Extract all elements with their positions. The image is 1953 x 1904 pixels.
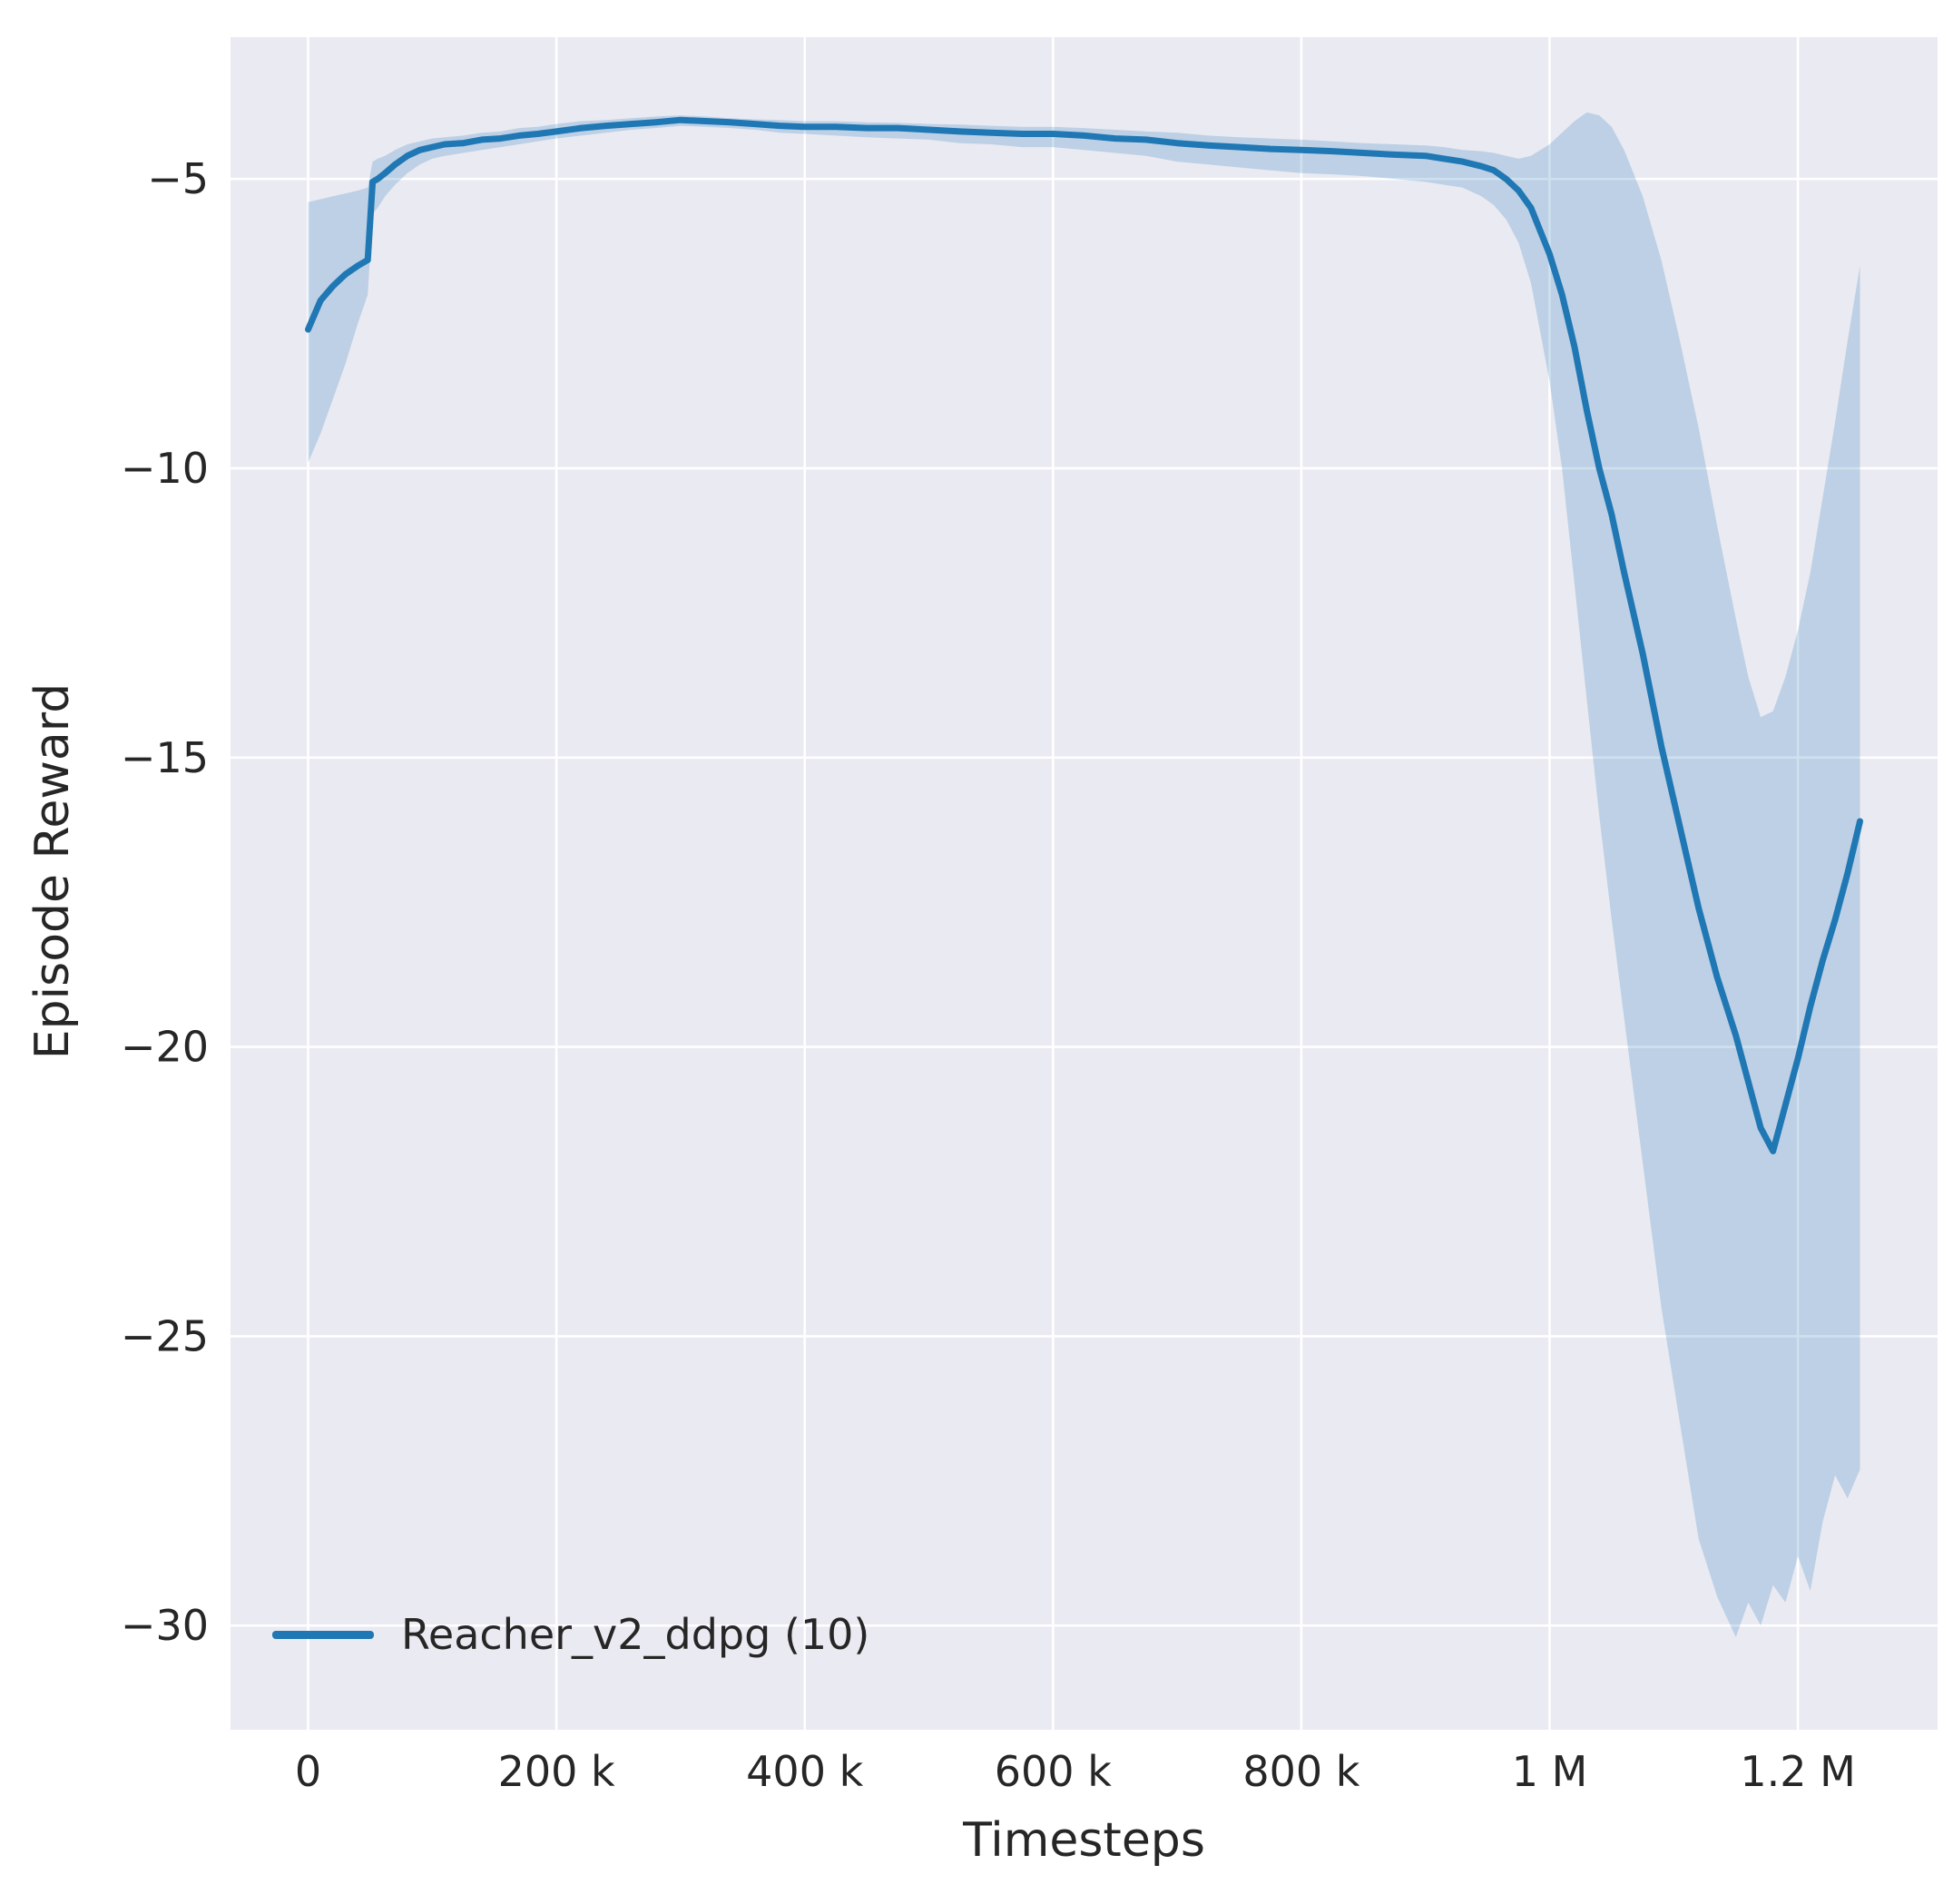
x-tick-label: 600 k: [995, 1747, 1112, 1796]
legend: Reacher_v2_ddpg (10): [272, 1610, 869, 1659]
y-tick-label: −5: [147, 154, 209, 203]
x-tick-label: 1 M: [1512, 1747, 1588, 1796]
confidence-band: [308, 112, 1860, 1637]
x-tick-label: 1.2 M: [1740, 1747, 1855, 1796]
y-tick-label: −30: [121, 1601, 209, 1650]
y-tick-label: −25: [121, 1311, 209, 1360]
y-tick-label: −20: [121, 1023, 209, 1072]
mean-reward-line: [305, 116, 1863, 1154]
y-tick-label: −10: [121, 444, 209, 493]
y-axis-label: Episode Reward: [25, 682, 80, 1060]
x-axis-label: Timesteps: [963, 1813, 1205, 1868]
plot-background: [231, 37, 1938, 1730]
legend-line-swatch: [272, 1630, 374, 1639]
legend-series-label: Reacher_v2_ddpg (10): [401, 1610, 870, 1659]
y-tick-label: −15: [121, 733, 209, 782]
x-tick-label: 800 k: [1242, 1747, 1359, 1796]
x-tick-label: 0: [295, 1747, 321, 1796]
x-tick-label: 200 k: [498, 1747, 615, 1796]
x-tick-label: 400 k: [746, 1747, 863, 1796]
